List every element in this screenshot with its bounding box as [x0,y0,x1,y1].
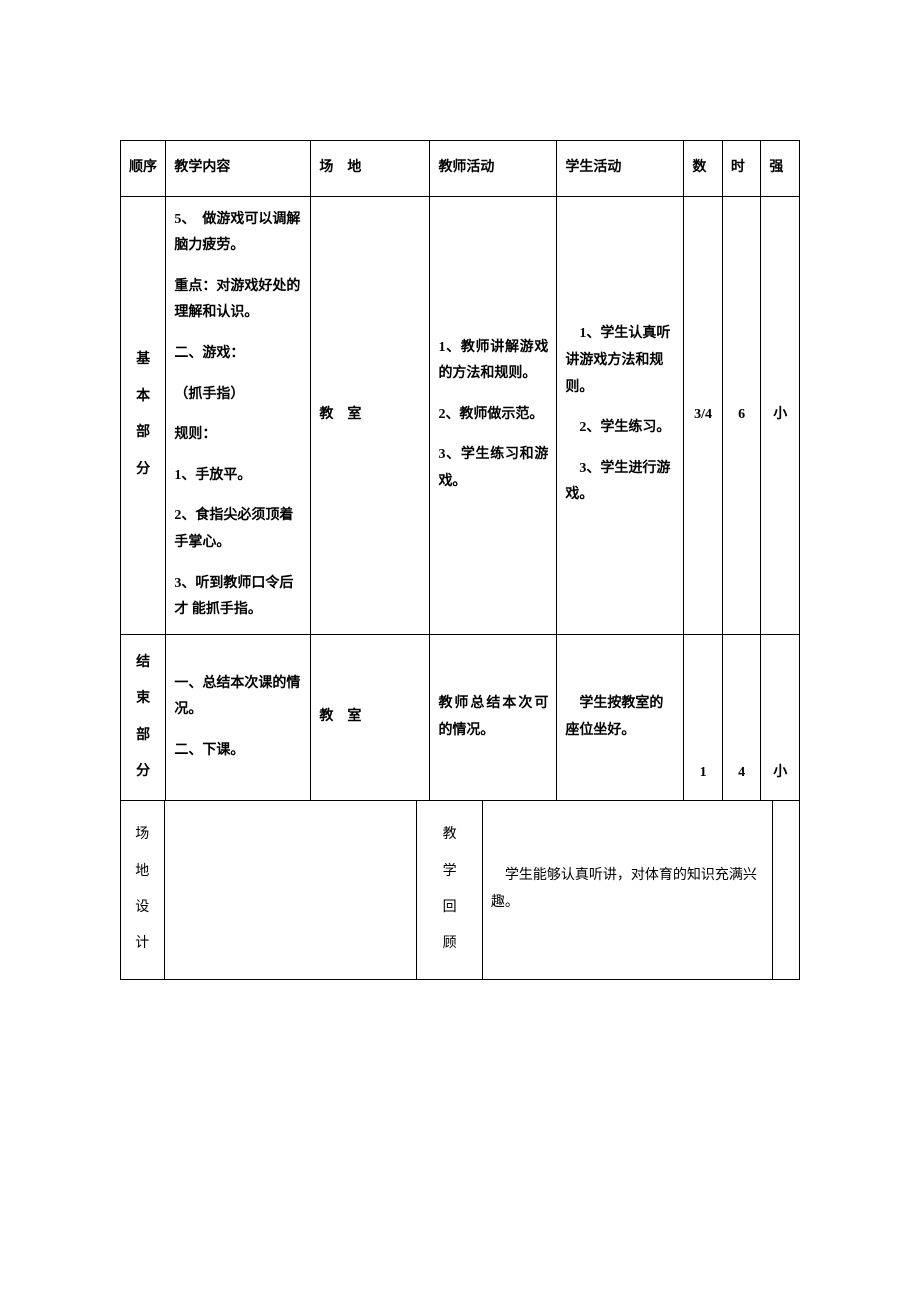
end-content: 一、总结本次课的情况。 二、下课。 [166,634,311,801]
header-place: 场 地 [311,141,430,197]
end-seq-label: 结 束 部 分 [121,634,166,801]
header-intensity: 强 [761,141,800,197]
basic-student: 1、学生认真听讲游戏方法和规则。 2、学生练习。 3、学生进行游戏。 [557,196,684,634]
basic-content-p1: 5、 做游戏可以调解脑力疲劳。 [174,207,302,260]
basic-intensity: 小 [761,196,800,634]
basic-teacher: 1、教师讲解游戏的方法和规则。 2、教师做示范。 3、学生练习和游戏。 [430,196,557,634]
basic-content-p6: 1、手放平。 [174,463,302,490]
review-label: 教 学 回 顾 [417,801,482,979]
end-section-row: 结 束 部 分 一、总结本次课的情况。 二、下课。 教 室 教师总结本次可的情况… [121,634,800,801]
basic-teacher-p1: 1、教师讲解游戏的方法和规则。 [438,335,548,388]
basic-count: 3/4 [684,196,723,634]
header-row: 顺序 教学内容 场 地 教师活动 学生活动 数 时 强 [121,141,800,197]
basic-student-p1: 1、学生认真听讲游戏方法和规则。 [565,321,675,401]
header-teacher: 教师活动 [430,141,557,197]
end-content-p2: 二、下课。 [174,738,302,765]
end-content-p1: 一、总结本次课的情况。 [174,671,302,724]
bottom-row: 场 地 设 计 教 学 回 顾 学生能够认真听讲，对体育的知识充满兴趣。 [121,801,800,979]
header-student: 学生活动 [557,141,684,197]
review-summary: 学生能够认真听讲，对体育的知识充满兴趣。 [482,801,772,979]
end-count: 1 [684,634,723,801]
header-sequence: 顺序 [121,141,166,197]
basic-seq-label: 基 本 部 分 [121,196,166,634]
header-count: 数 [684,141,723,197]
basic-place: 教 室 [311,196,430,634]
basic-content-p4: （抓手指） [174,382,302,409]
basic-content-p3: 二、游戏： [174,341,302,368]
header-content: 教学内容 [166,141,311,197]
basic-teacher-p3: 3、学生练习和游戏。 [438,442,548,495]
bottom-table: 场 地 设 计 教 学 回 顾 学生能够认真听讲，对体育的知识充满兴趣。 [120,801,800,980]
end-intensity: 小 [761,634,800,801]
header-time: 时 [722,141,761,197]
end-student: 学生按教室的座位坐好。 [557,634,684,801]
basic-student-p3: 3、学生进行游戏。 [565,456,675,509]
basic-section-row: 基 本 部 分 5、 做游戏可以调解脑力疲劳。 重点：对游戏好处的理解和认识。 … [121,196,800,634]
venue-design-label: 场 地 设 计 [121,801,165,979]
basic-student-p2: 2、学生练习。 [565,415,675,442]
basic-time: 6 [722,196,761,634]
end-time: 4 [722,634,761,801]
basic-content-p7: 2、食指尖必须顶着手掌心。 [174,503,302,556]
basic-content-p5: 规则： [174,422,302,449]
basic-content-p8: 3、听到教师口令后才 能抓手指。 [174,571,302,624]
basic-teacher-p2: 2、教师做示范。 [438,402,548,429]
venue-design-content [164,801,417,979]
lesson-plan-table: 顺序 教学内容 场 地 教师活动 学生活动 数 时 强 基 本 部 分 5、 做… [120,140,800,801]
end-place: 教 室 [311,634,430,801]
end-teacher: 教师总结本次可的情况。 [430,634,557,801]
basic-content: 5、 做游戏可以调解脑力疲劳。 重点：对游戏好处的理解和认识。 二、游戏： （抓… [166,196,311,634]
basic-content-p2: 重点：对游戏好处的理解和认识。 [174,274,302,327]
extra-cell [772,801,799,979]
